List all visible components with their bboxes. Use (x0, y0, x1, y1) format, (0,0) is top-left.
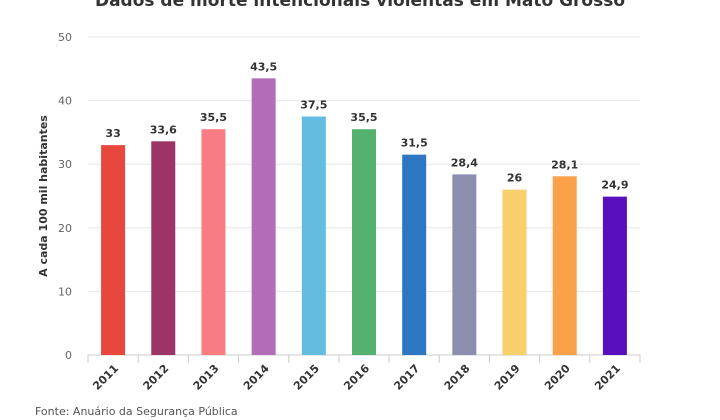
x-tick-label: 2017 (391, 362, 422, 393)
x-tick-label: 2018 (442, 362, 473, 393)
bar (502, 189, 527, 355)
bar (452, 174, 477, 355)
y-tick-label: 30 (58, 158, 72, 171)
y-tick-label: 50 (58, 31, 72, 44)
x-tick-label: 2016 (341, 362, 372, 393)
bar (352, 129, 376, 355)
bar (552, 176, 577, 355)
x-tick-label: 2019 (492, 362, 523, 393)
data-label: 28,4 (451, 156, 478, 169)
x-tick-label: 2020 (542, 362, 573, 393)
x-tick-label: 2012 (141, 362, 172, 393)
x-tick-label: 2015 (291, 362, 322, 393)
y-axis-label: A cada 100 mil habitantes (37, 115, 50, 277)
y-tick-label: 40 (58, 95, 72, 108)
x-tick-label: 2014 (241, 362, 272, 393)
bar (201, 129, 226, 355)
y-tick-label: 0 (65, 349, 72, 362)
data-label: 33 (105, 127, 120, 140)
data-label: 37,5 (300, 99, 327, 112)
bar (101, 145, 126, 355)
chart-title: Dados de morte intencionais violentas em… (94, 0, 626, 11)
data-label: 33,6 (150, 123, 177, 136)
data-label: 31,5 (401, 137, 428, 150)
data-label: 26 (507, 172, 523, 185)
y-tick-label: 10 (58, 285, 72, 298)
data-label: 24,9 (601, 179, 628, 192)
bar (402, 154, 427, 355)
bar (151, 141, 176, 355)
y-tick-label: 20 (58, 222, 72, 235)
x-tick-label: 2013 (191, 362, 222, 393)
bar (251, 78, 276, 355)
data-label: 35,5 (350, 111, 377, 124)
bar (602, 196, 627, 355)
data-label: 43,5 (250, 60, 277, 73)
data-label: 28,1 (551, 158, 578, 171)
bar (301, 116, 326, 355)
data-label: 35,5 (200, 111, 227, 124)
source-note: Fonte: Anuário da Segurança Pública (35, 405, 238, 418)
x-tick-label: 2011 (90, 362, 121, 393)
x-tick-label: 2021 (592, 362, 623, 393)
